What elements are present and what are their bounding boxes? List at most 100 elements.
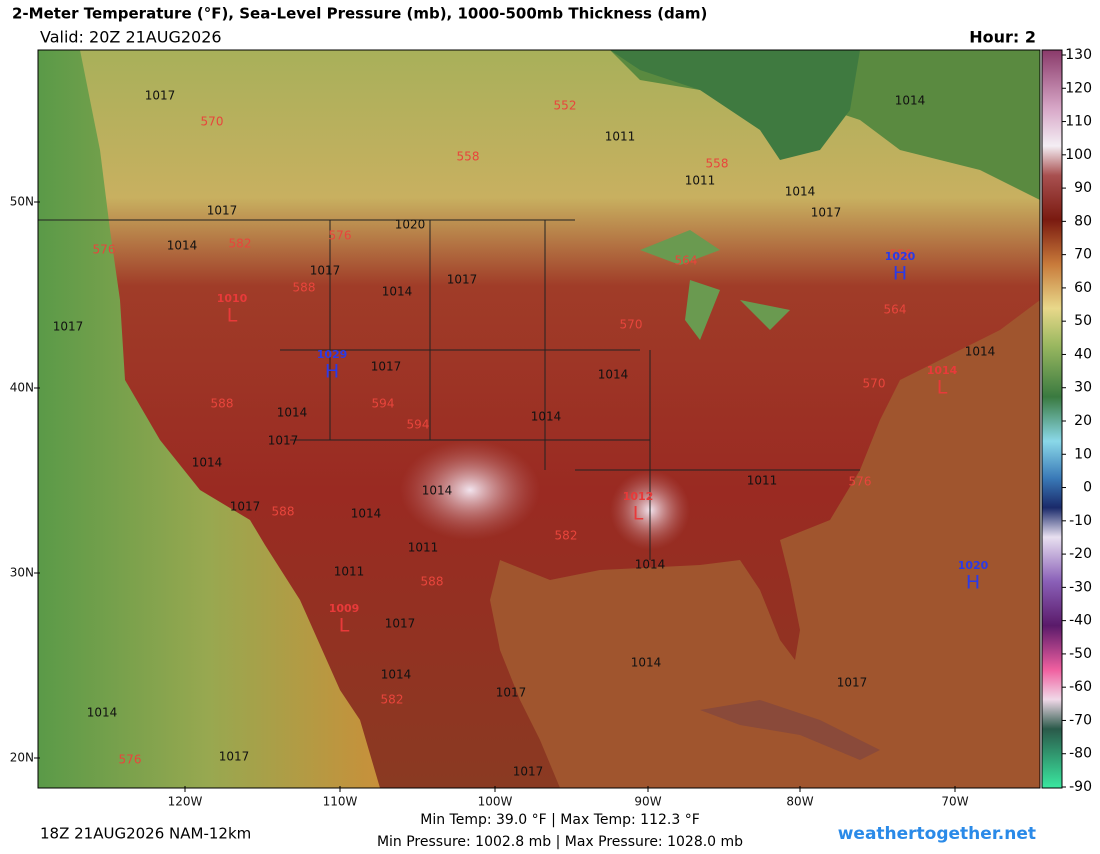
colorbar-label: -80 [1069,746,1092,762]
pressure-label: 1014 [895,94,926,108]
pressure-label: 1014 [531,410,562,424]
lat-label: 30N [10,566,34,580]
center-letter: H [325,361,339,383]
pressure-label: 1017 [837,676,868,690]
colorbar-label: 90 [1074,180,1092,196]
thickness-label: 588 [272,505,295,519]
thickness-label: 582 [381,693,404,707]
pressure-label: 1014 [277,406,308,420]
site-credit[interactable]: weathertogether.net [838,824,1036,844]
colorbar-label: 100 [1065,147,1092,163]
thickness-label: 558 [890,248,913,262]
thickness-label: 576 [849,475,872,489]
pressure-label: 1014 [87,706,118,720]
title: 2-Meter Temperature (°F), Sea-Level Pres… [12,5,707,23]
pressure-label: 1014 [598,368,629,382]
lon-label: 120W [168,795,203,809]
pressure-range: Min Pressure: 1002.8 mb | Max Pressure: … [377,834,743,850]
colorbar-label: 20 [1074,413,1092,429]
colorbar-label: 60 [1074,280,1092,296]
colorbar-label: 50 [1074,313,1092,329]
pressure-label: 1011 [408,541,439,555]
colorbar-label: -50 [1069,646,1092,662]
colorbar-label: -40 [1069,613,1092,629]
pressure-label: 1017 [268,434,299,448]
colorbar-label: 70 [1074,247,1092,263]
pacific-ocean [38,50,380,788]
heat-core [400,440,540,540]
colorbar-label: 110 [1065,114,1092,130]
center-letter: L [633,503,644,525]
cuba [700,700,880,760]
pressure-label: 1020 [395,218,426,232]
colorbar-label: -60 [1069,679,1092,695]
thickness-label: 582 [555,529,578,543]
center-letter: L [339,615,350,637]
colorbar-label: 10 [1074,446,1092,462]
center-value: 1010 [217,292,248,305]
colorbar-label: 80 [1074,213,1092,229]
colorbar-label: 120 [1065,80,1092,96]
great-lakes [640,230,790,340]
lon-label: 100W [478,795,513,809]
pressure-label: 1017 [447,273,478,287]
center-value: 1014 [927,364,958,377]
pressure-label: 1014 [631,656,662,670]
pressure-label: 1014 [167,239,198,253]
pressure-label: 1017 [371,360,402,374]
thickness-label: 588 [293,281,316,295]
thickness-label: 570 [201,115,224,129]
pressure-label: 1017 [145,89,176,103]
forecast-hour: Hour: 2 [969,28,1036,47]
thickness-label: 594 [372,397,395,411]
lon-label: 90W [634,795,661,809]
center-value: 1009 [329,602,360,615]
colorbar-label: -10 [1069,513,1092,529]
center-value: 1029 [317,348,348,361]
colorbar-label: 40 [1074,346,1092,362]
lat-label: 40N [10,381,34,395]
pressure-label: 1014 [422,484,453,498]
colorbar-label: 0 [1083,480,1092,496]
colorbar-label: -30 [1069,579,1092,595]
pressure-label: 1017 [207,204,238,218]
pressure-label: 1014 [635,558,666,572]
borders [38,219,860,560]
lat-label: 20N [10,751,34,765]
colorbar-label: -20 [1069,546,1092,562]
thickness-label: 570 [620,318,643,332]
thickness-label: 558 [706,157,729,171]
thickness-label: 558 [457,150,480,164]
pressure-label: 1017 [385,617,416,631]
lat-label: 50N [10,195,34,209]
center-letter: H [966,572,980,594]
pressure-label: 1014 [381,668,412,682]
thickness-label: 564 [884,303,907,317]
valid-time: Valid: 20Z 21AUG2026 [40,28,222,47]
center-letter: L [227,305,238,327]
center-value: 1020 [958,559,989,572]
hudson-bay [610,50,860,160]
pressure-label: 1014 [965,345,996,359]
lon-label: 70W [941,795,968,809]
colorbar-label: 30 [1074,380,1092,396]
gulf-atlantic [490,300,1040,788]
pressure-label: 1017 [811,206,842,220]
pressure-label: 1011 [334,565,365,579]
pressure-label: 1011 [747,474,778,488]
colorbar-label: -90 [1069,779,1092,795]
pressure-label: 1014 [785,185,816,199]
thickness-label: 582 [229,237,252,251]
thickness-label: 570 [863,377,886,391]
pressure-label: 1017 [53,320,84,334]
colorbar-label: -70 [1069,712,1092,728]
lon-label: 110W [323,795,358,809]
colorbar-label: 130 [1065,47,1092,63]
thickness-label: 594 [407,418,430,432]
thickness-label: 576 [119,753,142,767]
center-letter: L [937,377,948,399]
pressure-label: 1014 [192,456,223,470]
thickness-label: 552 [554,99,577,113]
model-run: 18Z 21AUG2026 NAM-12km [40,825,251,843]
